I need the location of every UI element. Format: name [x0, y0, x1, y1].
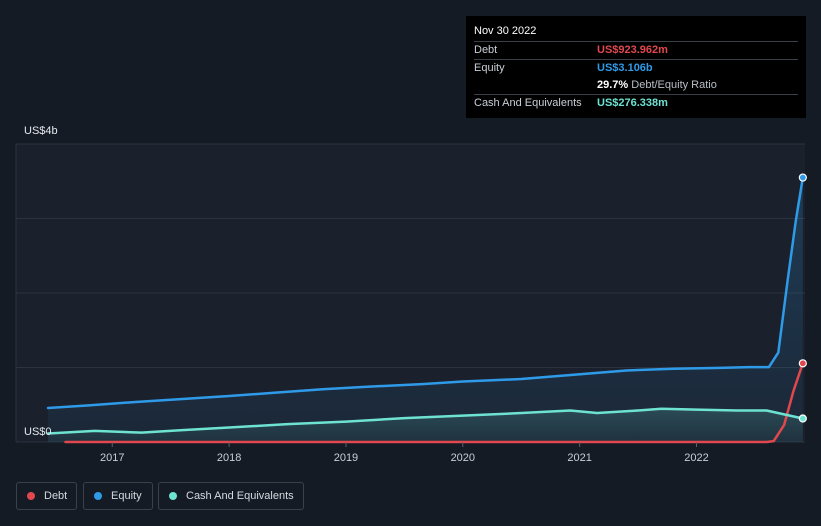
- tooltip-label: [474, 77, 597, 94]
- tooltip-row-ratio: 29.7% Debt/Equity Ratio: [474, 77, 798, 94]
- legend-label: Cash And Equivalents: [186, 490, 294, 502]
- tooltip-row-cash: Cash And Equivalents US$276.338m: [474, 94, 798, 112]
- endpoint-equity: [798, 173, 807, 182]
- x-tick-label: 2021: [567, 452, 591, 464]
- y-axis-label: US$0: [24, 426, 52, 438]
- x-tick-label: 2020: [451, 452, 475, 464]
- y-axis-label: US$4b: [24, 125, 58, 137]
- legend-label: Debt: [44, 490, 68, 502]
- line-equity: [46, 176, 805, 410]
- y-axis-labels: US$4b US$0: [24, 125, 58, 438]
- ratio-value: 29.7%: [597, 79, 629, 91]
- tooltip-label: Cash And Equivalents: [474, 97, 582, 109]
- x-tick-label: 2022: [684, 452, 708, 464]
- tooltip-value: US$3.106b: [597, 62, 653, 74]
- line-cash-and-equivalents: [46, 407, 805, 435]
- ratio-label: Debt/Equity Ratio: [631, 79, 717, 91]
- legend-item-equity[interactable]: Equity: [83, 482, 153, 510]
- area-equity: [48, 177, 803, 443]
- tooltip: Nov 30 2022 Debt US$923.962m Equity US$3…: [466, 16, 806, 118]
- series-areas: [48, 177, 803, 443]
- x-tick-label: 2017: [100, 452, 124, 464]
- area-cash-and-equivalents: [48, 408, 803, 442]
- legend-dot-icon: [27, 492, 35, 500]
- endpoint-cash-and-equivalents: [798, 414, 807, 423]
- tooltip-value: US$276.338m: [597, 97, 668, 109]
- legend-dot-icon: [94, 492, 102, 500]
- line-debt: [64, 362, 805, 444]
- legend-dot-icon: [169, 492, 177, 500]
- series-lines: [46, 176, 805, 444]
- tooltip-label: Debt: [474, 44, 498, 56]
- tooltip-date: Nov 30 2022: [474, 25, 537, 37]
- tooltip-row-equity: Equity US$3.106b: [474, 59, 798, 77]
- tooltip-label: Equity: [474, 62, 505, 74]
- tooltip-value: US$923.962m: [597, 44, 668, 56]
- x-tick-label: 2018: [217, 452, 241, 464]
- tooltip-row-debt: Debt US$923.962m: [474, 41, 798, 59]
- legend-item-debt[interactable]: Debt: [16, 482, 77, 510]
- tooltip-value: 29.7% Debt/Equity Ratio: [597, 77, 717, 94]
- legend-item-cash[interactable]: Cash And Equivalents: [158, 482, 304, 510]
- series-endpoints: [798, 173, 807, 423]
- legend-label: Equity: [111, 490, 142, 502]
- x-tick-label: 2019: [334, 452, 358, 464]
- endpoint-debt: [798, 359, 807, 368]
- x-axis-ticks: 2017 2018 2019 2020 2021 2022: [100, 442, 709, 464]
